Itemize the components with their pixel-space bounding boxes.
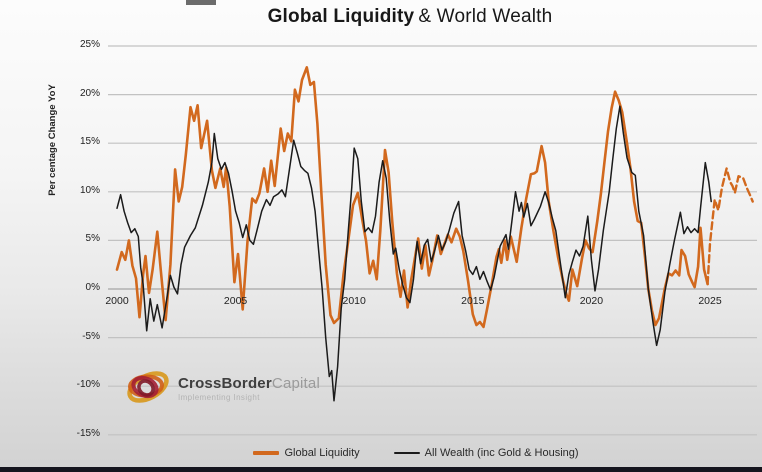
legend-label: All Wealth (inc Gold & Housing)	[424, 447, 579, 459]
y-tick--10%: -10%	[76, 379, 100, 391]
y-tick-5%: 5%	[85, 233, 100, 245]
x-tick-2015: 2015	[461, 295, 485, 307]
y-tick--15%: -15%	[76, 427, 100, 439]
legend-item-global-liquidity: Global Liquidity	[253, 447, 360, 459]
y-tick-10%: 10%	[79, 184, 100, 196]
logo-name-secondary: Capital	[271, 374, 320, 392]
legend-item-all-wealth-inc-gold-housing-: All Wealth (inc Gold & Housing)	[393, 447, 579, 459]
legend-swatch	[253, 451, 280, 455]
y-tick-0%: 0%	[85, 282, 100, 293]
logo-tagline: Implementing Insight	[178, 392, 260, 402]
legend-swatch	[393, 452, 420, 454]
chart-title-bold: Global Liquidity	[267, 6, 415, 27]
chart-title-rest: & World Wealth	[418, 6, 553, 27]
y-tick-25%: 25%	[79, 39, 100, 50]
logo-wordmark: CrossBorderCapital	[178, 376, 320, 393]
x-tick-2000: 2000	[105, 295, 129, 307]
crossborder-logo: CrossBorderCapital Implementing Insight	[122, 360, 320, 412]
y-tick-20%: 20%	[79, 87, 100, 99]
x-tick-2010: 2010	[342, 295, 366, 307]
series-global-liquidity-forecast-	[706, 167, 754, 286]
chart-legend: Global Liquidity All Wealth (inc Gold & H…	[0, 447, 762, 459]
series-all-wealth-inc-gold-housing-	[116, 105, 712, 402]
y-tick--5%: -5%	[82, 330, 100, 342]
logo-swirl-icon	[127, 371, 169, 403]
chart-title: Global Liquidity & World Wealth	[0, 6, 762, 28]
series-global-liquidity	[115, 66, 709, 329]
logo-text: CrossBorderCapital Implementing Insight	[178, 376, 320, 402]
video-artifact	[186, 0, 216, 5]
bottom-strip	[0, 467, 762, 472]
x-tick-2020: 2020	[579, 295, 604, 307]
x-tick-2025: 2025	[698, 295, 722, 307]
x-tick-2005: 2005	[223, 295, 248, 307]
y-tick-15%: 15%	[79, 136, 100, 148]
logo-name-primary: CrossBorder	[178, 374, 272, 392]
legend-label: Global Liquidity	[284, 447, 360, 459]
